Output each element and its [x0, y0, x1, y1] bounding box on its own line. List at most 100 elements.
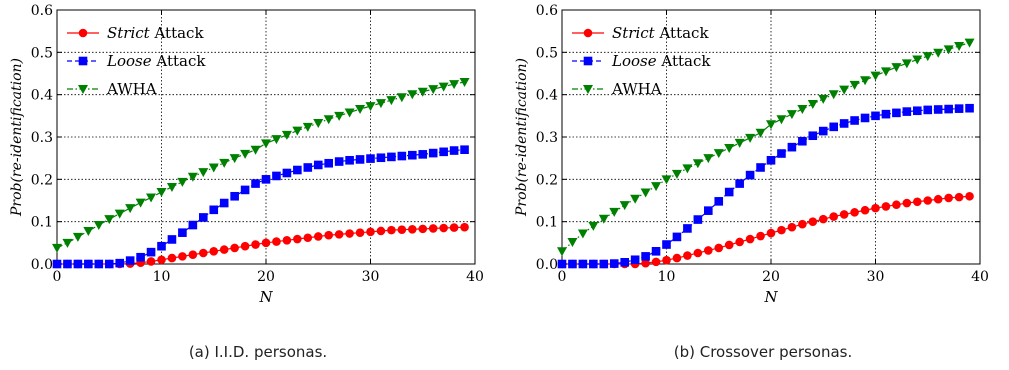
legend-marker: [583, 28, 593, 38]
data-point-loose-attack: [860, 113, 870, 123]
data-point-loose-attack: [735, 179, 744, 188]
data-point-strict-attack: [178, 252, 187, 261]
data-point-loose-attack: [777, 149, 786, 158]
chart-panel-a: 0 10 20 30 40 0.0 0.1 0.2 0.3 0.4 0.5 0.6 N Prob(re-i…: [0, 0, 504, 370]
data-point-loose-attack: [397, 151, 407, 161]
data-point-awha: [396, 93, 407, 103]
data-point-loose-attack: [94, 259, 104, 269]
data-point-awha: [713, 149, 724, 159]
x-tick-label: 40: [971, 269, 989, 285]
data-point-awha: [577, 229, 588, 239]
data-point-awha: [229, 154, 240, 164]
data-point-awha: [261, 139, 271, 149]
chart-a: 0 10 20 30 40 0.0 0.1 0.2 0.3 0.4 0.5 0.6 N Prob(re-i…: [9, 3, 484, 306]
data-point-loose-attack: [439, 147, 448, 157]
data-point-loose-attack: [282, 168, 292, 178]
data-point-strict-attack: [965, 191, 974, 201]
data-point-strict-attack: [293, 234, 302, 244]
data-point-strict-attack: [146, 257, 156, 266]
data-point-awha: [146, 193, 157, 203]
data-point-strict-attack: [839, 210, 849, 219]
data-point-awha: [438, 82, 449, 92]
x-tick-label: 20: [762, 269, 780, 285]
data-point-awha: [734, 138, 745, 148]
data-point-loose-attack: [892, 108, 901, 118]
caption-a: (a) I.I.D. personas.: [188, 343, 328, 361]
data-point-loose-attack: [178, 228, 187, 237]
data-point-strict-attack: [219, 245, 229, 254]
data-point-awha: [125, 204, 136, 214]
data-point-awha: [880, 67, 891, 77]
data-point-strict-attack: [902, 198, 912, 208]
data-point-loose-attack: [589, 259, 598, 269]
data-point-awha: [807, 99, 818, 109]
data-point-strict-attack: [460, 222, 469, 232]
legend-marker: [583, 56, 593, 66]
data-point-awha: [776, 115, 787, 125]
data-point-awha: [135, 198, 146, 208]
data-point-awha: [104, 215, 115, 225]
data-point-loose-attack: [609, 259, 619, 268]
data-point-awha: [52, 243, 62, 253]
data-point-loose-attack: [818, 126, 828, 136]
data-point-loose-attack: [345, 155, 354, 165]
data-point-strict-attack: [324, 230, 334, 240]
data-point-loose-attack: [104, 259, 114, 269]
series-awha: [557, 38, 975, 257]
data-point-awha: [198, 168, 209, 178]
legend-label-strict-attack: Strict Attack: [612, 24, 709, 42]
y-tick-label: 0.3: [31, 130, 53, 146]
caption-b: (b) Crossover personas.: [673, 343, 853, 361]
data-point-loose-attack: [839, 119, 849, 128]
series-strict-attack: [557, 191, 974, 269]
data-point-awha: [250, 145, 261, 155]
data-point-awha: [323, 115, 334, 125]
y-tick-label: 0.0: [536, 257, 558, 273]
data-point-awha: [386, 96, 397, 106]
data-point-loose-attack: [568, 259, 577, 269]
data-point-loose-attack: [557, 259, 567, 269]
data-point-loose-attack: [620, 258, 629, 267]
data-point-loose-attack: [944, 104, 953, 114]
data-point-awha: [292, 126, 303, 136]
data-point-awha: [187, 172, 198, 182]
data-point-strict-attack: [724, 240, 734, 250]
chart-b: 0 10 20 30 40 0.0 0.1 0.2 0.3 0.4 0.5 0.6 N Prob(re-i…: [514, 3, 989, 306]
data-point-strict-attack: [923, 196, 933, 205]
data-point-strict-attack: [818, 214, 828, 224]
data-point-strict-attack: [355, 228, 365, 237]
data-point-strict-attack: [366, 227, 375, 237]
data-point-loose-attack: [219, 198, 229, 208]
data-point-awha: [365, 102, 376, 112]
data-point-strict-attack: [913, 197, 922, 207]
series-loose-attack: [52, 145, 469, 269]
data-point-loose-attack: [954, 104, 964, 113]
data-point-awha: [93, 221, 104, 231]
series-line-loose-attack: [562, 107, 970, 265]
data-point-awha: [870, 71, 881, 81]
data-point-awha: [630, 194, 641, 204]
data-point-awha: [818, 94, 829, 104]
data-point-awha: [943, 45, 954, 55]
data-point-awha: [240, 149, 251, 159]
y-tick-label: 0.4: [31, 88, 53, 104]
x-tick-label: 0: [53, 269, 62, 285]
data-point-strict-attack: [756, 231, 765, 241]
data-point-strict-attack: [397, 225, 407, 235]
data-point-strict-attack: [230, 243, 239, 253]
data-point-strict-attack: [188, 250, 198, 259]
data-point-strict-attack: [408, 224, 417, 234]
data-point-awha: [828, 90, 839, 100]
data-point-loose-attack: [146, 247, 156, 257]
data-point-awha: [651, 182, 662, 192]
data-point-strict-attack: [766, 228, 776, 238]
data-point-awha: [860, 76, 871, 86]
chart-panel-b: 0 10 20 30 40 0.0 0.1 0.2 0.3 0.4 0.5 0.6 N Prob(re-i…: [505, 0, 1009, 370]
legend-label-awha: AWHA: [611, 80, 662, 98]
data-point-loose-attack: [355, 155, 365, 164]
data-point-strict-attack: [892, 200, 901, 210]
data-point-awha: [459, 77, 470, 87]
data-point-awha: [567, 237, 578, 247]
data-point-strict-attack: [240, 241, 250, 251]
y-tick-label: 0.3: [536, 130, 558, 146]
